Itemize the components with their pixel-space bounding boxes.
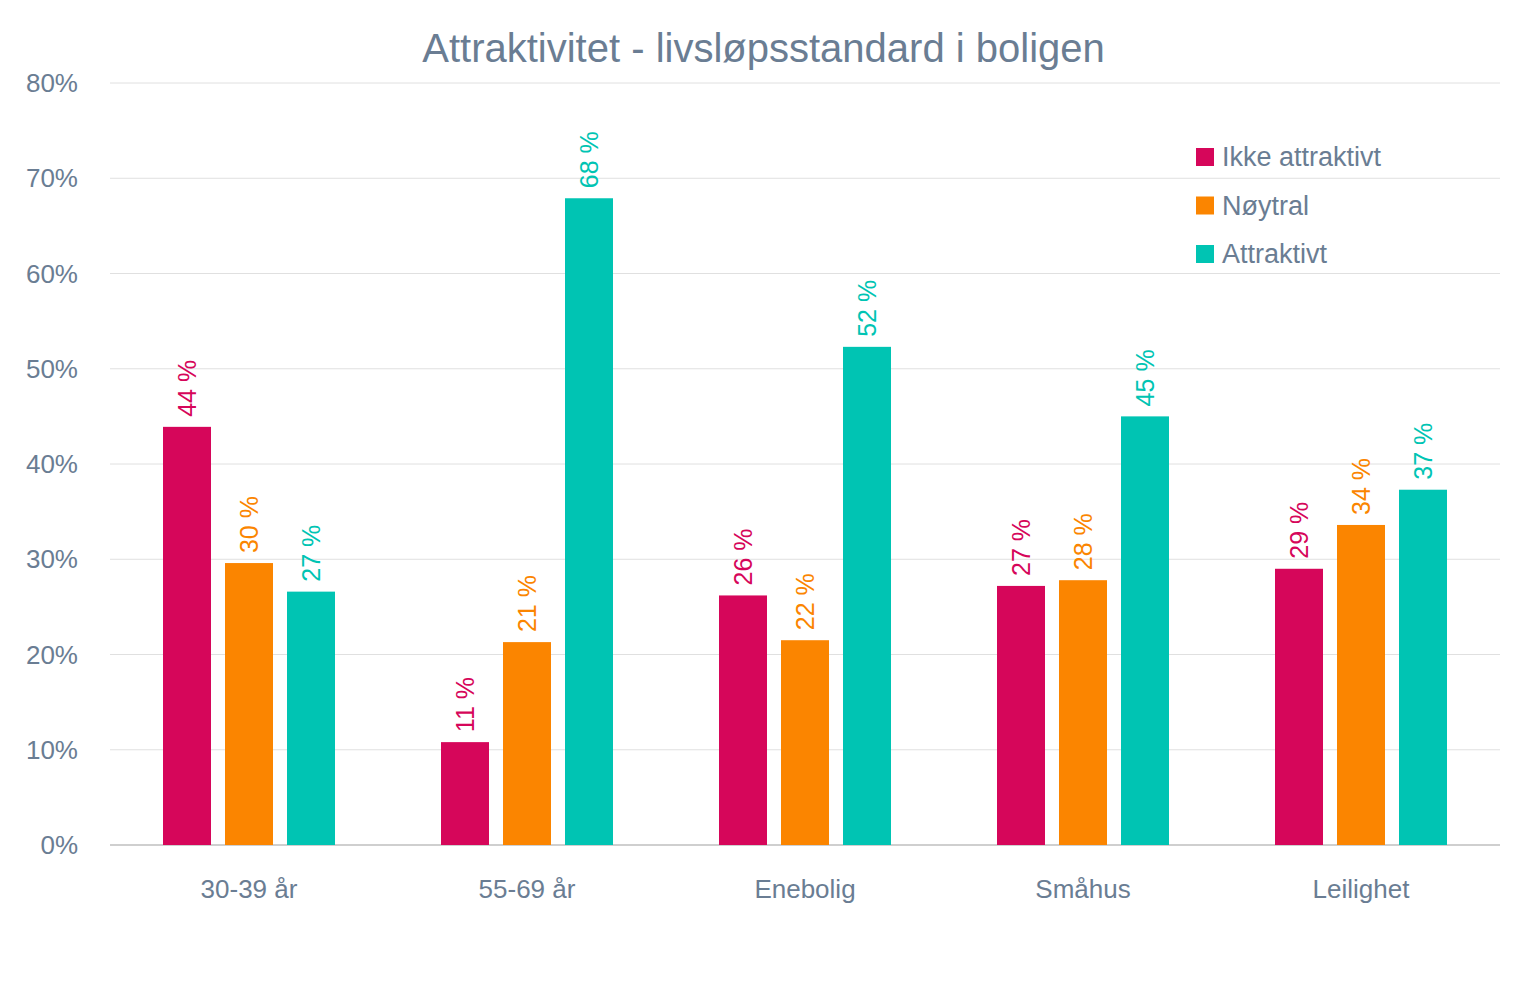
legend-swatch xyxy=(1196,245,1214,263)
x-tick-label: 55-69 år xyxy=(479,874,576,904)
legend-swatch xyxy=(1196,197,1214,215)
bar xyxy=(997,586,1045,845)
bar xyxy=(1399,490,1447,845)
bar xyxy=(719,595,767,845)
bar xyxy=(1121,416,1169,845)
data-label: 26 % xyxy=(729,528,757,585)
data-label: 34 % xyxy=(1347,458,1375,515)
grid-line xyxy=(110,273,1500,274)
y-tick-label: 30% xyxy=(26,544,78,574)
data-label: 22 % xyxy=(791,573,819,630)
legend-label: Ikke attraktivt xyxy=(1222,142,1382,172)
y-tick-label: 50% xyxy=(26,354,78,384)
bars xyxy=(163,198,1447,845)
bar xyxy=(1059,580,1107,845)
grid xyxy=(110,83,1500,845)
data-label: 44 % xyxy=(173,360,201,417)
data-label: 45 % xyxy=(1131,349,1159,406)
grid-line xyxy=(110,83,1500,84)
data-label: 37 % xyxy=(1409,423,1437,480)
legend: Ikke attraktivt Nøytral Attraktivt xyxy=(1196,142,1382,269)
legend-label: Attraktivt xyxy=(1222,239,1328,269)
y-tick-label: 40% xyxy=(26,449,78,479)
bar xyxy=(781,640,829,845)
grid-line xyxy=(110,464,1500,465)
y-tick-label: 70% xyxy=(26,163,78,193)
data-label: 28 % xyxy=(1069,513,1097,570)
bar xyxy=(565,198,613,845)
y-tick-label: 10% xyxy=(26,735,78,765)
y-tick-label: 0% xyxy=(40,830,78,860)
chart: Attraktivitet - livsløpsstandard i bolig… xyxy=(0,0,1527,997)
bar xyxy=(163,427,211,845)
data-label: 27 % xyxy=(1007,519,1035,576)
data-label: 11 % xyxy=(451,677,479,732)
data-label: 21 % xyxy=(513,575,541,632)
data-label: 68 % xyxy=(575,131,603,188)
x-tick-label: Enebolig xyxy=(754,874,855,904)
data-label: 29 % xyxy=(1285,502,1313,559)
legend-swatch xyxy=(1196,148,1214,166)
bar xyxy=(287,592,335,845)
y-tick-label: 20% xyxy=(26,640,78,670)
data-labels: 44 % 30 % 27 % 11 % 21 % 68 % 26 % 22 % 52 % 27 %… xyxy=(173,131,1437,732)
y-tick-label: 60% xyxy=(26,259,78,289)
legend-label: Nøytral xyxy=(1222,191,1309,221)
bar xyxy=(225,563,273,845)
bar xyxy=(503,642,551,845)
data-label: 52 % xyxy=(853,280,881,337)
bar xyxy=(441,742,489,845)
grid-line xyxy=(110,178,1500,179)
y-tick-label: 80% xyxy=(26,68,78,98)
bar xyxy=(843,347,891,845)
x-tick-label: Småhus xyxy=(1035,874,1130,904)
data-label: 27 % xyxy=(297,525,325,582)
bar xyxy=(1275,569,1323,845)
data-label: 30 % xyxy=(235,496,263,553)
x-tick-label: Leilighet xyxy=(1313,874,1411,904)
bar xyxy=(1337,525,1385,845)
grid-line xyxy=(110,368,1500,369)
title: Attraktivitet - livsløpsstandard i bolig… xyxy=(422,26,1105,70)
x-tick-label: 30-39 år xyxy=(201,874,298,904)
